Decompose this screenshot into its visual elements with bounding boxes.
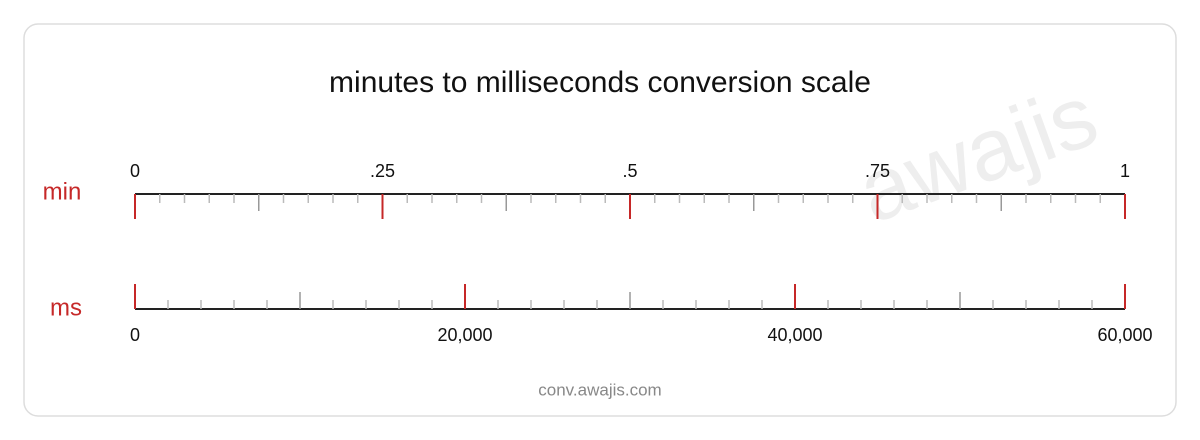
unit-label: ms xyxy=(50,294,82,321)
unit-label: min xyxy=(43,178,82,205)
tick-label: 60,000 xyxy=(1097,325,1152,345)
title: minutes to milliseconds conversion scale xyxy=(329,66,871,99)
footer: conv.awajis.com xyxy=(538,380,661,399)
tick-label: 0 xyxy=(130,161,140,181)
tick-label: .25 xyxy=(370,161,395,181)
tick-label: 40,000 xyxy=(767,325,822,345)
tick-label: 20,000 xyxy=(437,325,492,345)
tick-label: .5 xyxy=(622,161,637,181)
tick-label: 1 xyxy=(1120,161,1130,181)
card xyxy=(23,23,1177,417)
tick-label: 0 xyxy=(130,325,140,345)
tick-label: .75 xyxy=(865,161,890,181)
